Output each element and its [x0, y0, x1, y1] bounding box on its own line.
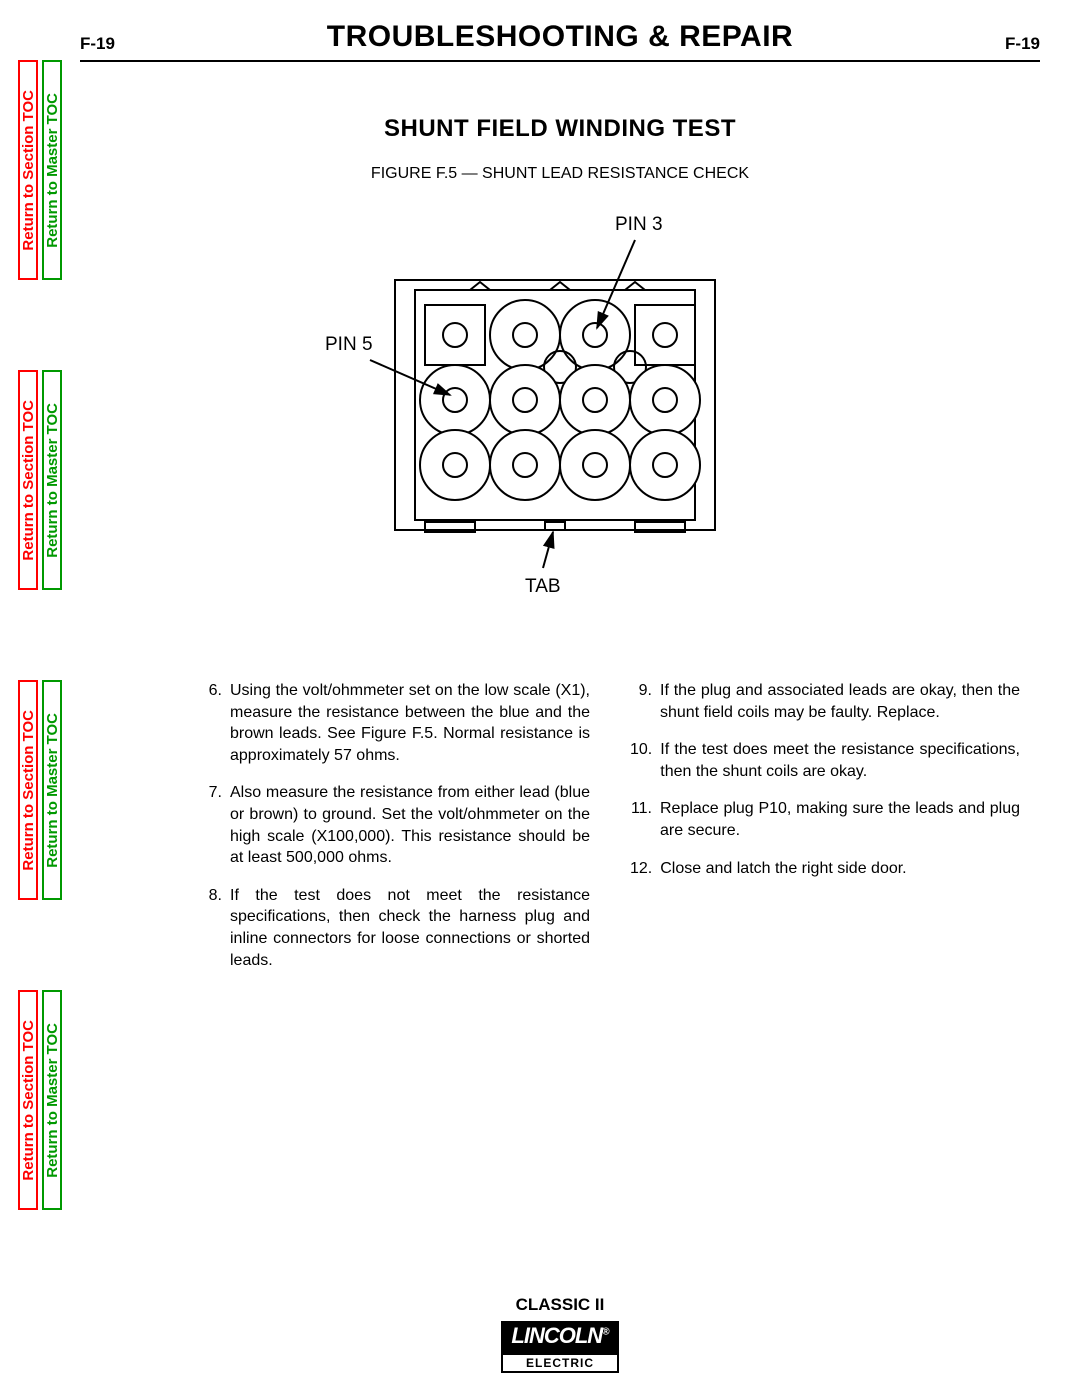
- ribbon-master-2[interactable]: Return to Master TOC: [42, 370, 62, 590]
- instructions-col-right: 9.If the plug and associated leads are o…: [630, 680, 1020, 987]
- ribbon-label: Return to Master TOC: [44, 403, 61, 558]
- instruction-step: 6.Using the volt/ohmmeter set on the low…: [200, 680, 590, 766]
- logo-top-text: LINCOLN: [511, 1323, 602, 1348]
- step-number: 8.: [200, 885, 230, 971]
- ribbon-section-2[interactable]: Return to Section TOC: [18, 370, 38, 590]
- registered-icon: ®: [602, 1327, 608, 1338]
- page-number-left: F-19: [80, 34, 140, 54]
- ribbon-section-4[interactable]: Return to Section TOC: [18, 990, 38, 1210]
- step-text: Using the volt/ohmmeter set on the low s…: [230, 680, 590, 766]
- step-text: If the plug and associated leads are oka…: [660, 680, 1020, 723]
- figure-caption: FIGURE F.5 — SHUNT LEAD RESISTANCE CHECK: [80, 165, 1040, 183]
- page-header: F-19 TROUBLESHOOTING & REPAIR F-19: [80, 20, 1040, 62]
- instruction-step: 10.If the test does meet the resistance …: [630, 739, 1020, 782]
- section-title: SHUNT FIELD WINDING TEST: [80, 115, 1040, 143]
- figure-f5: PIN 3 PIN 5 TAB: [80, 200, 1040, 620]
- ribbon-section-1[interactable]: Return to Section TOC: [18, 60, 38, 280]
- ribbon-master-4[interactable]: Return to Master TOC: [42, 990, 62, 1210]
- ribbon-master-1[interactable]: Return to Master TOC: [42, 60, 62, 280]
- lincoln-electric-logo: LINCOLN® ELECTRIC: [501, 1321, 618, 1373]
- footer-model: CLASSIC II: [80, 1295, 1040, 1315]
- page: Return to Section TOC Return to Master T…: [0, 0, 1080, 1397]
- step-number: 12.: [630, 858, 660, 880]
- logo-bottom-text: ELECTRIC: [501, 1353, 618, 1373]
- ribbon-label: Return to Master TOC: [44, 1023, 61, 1178]
- ribbon-label: Return to Section TOC: [20, 1020, 37, 1181]
- step-number: 7.: [200, 782, 230, 868]
- step-number: 9.: [630, 680, 660, 723]
- page-footer: CLASSIC II LINCOLN® ELECTRIC: [80, 1295, 1040, 1373]
- step-text: Close and latch the right side door.: [660, 858, 1020, 880]
- page-title: TROUBLESHOOTING & REPAIR: [140, 20, 980, 54]
- header-rule: [80, 60, 1040, 62]
- instruction-step: 7.Also measure the resistance from eithe…: [200, 782, 590, 868]
- ribbon-label: Return to Master TOC: [44, 93, 61, 248]
- step-number: 11.: [630, 798, 660, 841]
- instructions-col-left: 6.Using the volt/ohmmeter set on the low…: [200, 680, 590, 987]
- instruction-step: 8.If the test does not meet the resistan…: [200, 885, 590, 971]
- ribbon-master-3[interactable]: Return to Master TOC: [42, 680, 62, 900]
- instruction-step: 12.Close and latch the right side door.: [630, 858, 1020, 880]
- step-text: If the test does meet the resistance spe…: [660, 739, 1020, 782]
- instructions: 6.Using the volt/ohmmeter set on the low…: [200, 680, 1020, 987]
- step-number: 6.: [200, 680, 230, 766]
- instruction-step: 11.Replace plug P10, making sure the lea…: [630, 798, 1020, 841]
- step-number: 10.: [630, 739, 660, 782]
- step-text: If the test does not meet the resistance…: [230, 885, 590, 971]
- ribbon-section-3[interactable]: Return to Section TOC: [18, 680, 38, 900]
- ribbon-label: Return to Section TOC: [20, 400, 37, 561]
- step-text: Also measure the resistance from either …: [230, 782, 590, 868]
- diagram-svg: PIN 3 PIN 5 TAB: [325, 200, 795, 610]
- ribbon-label: Return to Master TOC: [44, 713, 61, 868]
- svg-text:PIN 5: PIN 5: [325, 334, 373, 355]
- svg-text:PIN 3: PIN 3: [615, 214, 663, 235]
- page-number-right: F-19: [980, 34, 1040, 54]
- ribbon-label: Return to Section TOC: [20, 710, 37, 871]
- step-text: Replace plug P10, making sure the leads …: [660, 798, 1020, 841]
- instruction-step: 9.If the plug and associated leads are o…: [630, 680, 1020, 723]
- svg-text:TAB: TAB: [525, 576, 561, 597]
- ribbon-label: Return to Section TOC: [20, 90, 37, 251]
